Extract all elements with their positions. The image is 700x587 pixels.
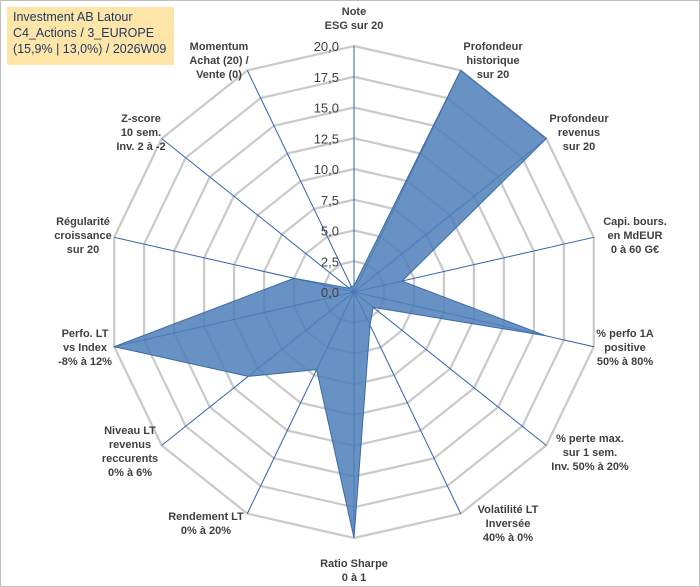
radar-tick-labels: 0,0 2,5 5,0 7,5 10,0 12,5 15,0 17,5 20,0: [314, 39, 339, 300]
axis-label: % perfo 1A positive 50% à 80%: [596, 328, 654, 368]
axis-label: Z-score 10 sem. Inv. 2 à -2: [116, 113, 165, 153]
company-name: Investment AB Latour: [13, 10, 133, 24]
info-box: Investment AB Latour C4_Actions / 3_EURO…: [7, 7, 174, 65]
tick-label: 7,5: [321, 193, 339, 208]
tick-label: 20,0: [314, 39, 339, 54]
tick-label: 0,0: [321, 285, 339, 300]
axis-label: Régularité croissance sur 20: [54, 216, 111, 256]
category-line: C4_Actions / 3_EUROPE: [13, 26, 155, 40]
tick-label: 15,0: [314, 101, 339, 116]
axis-label: Rendement LT 0% à 20%: [168, 511, 244, 537]
performance-week-line: (15,9% | 13,0%) / 2026W09: [13, 42, 167, 56]
tick-label: 5,0: [321, 224, 339, 239]
tick-label: 10,0: [314, 162, 339, 177]
radar-axis-labels: Note ESG sur 20 Profondeur historique sur 20…: [54, 6, 667, 584]
axis-label: Ratio Sharpe 0 à 1: [320, 558, 388, 584]
axis-spoke: [353, 291, 547, 446]
axis-label: Niveau LT revenus reccurents 0% à 6%: [102, 425, 158, 479]
tick-label: 2,5: [321, 254, 339, 269]
radar-series: [112, 69, 548, 539]
axis-label: % perte max. sur 1 sem. Inv. 50% à 20%: [551, 433, 629, 473]
tick-label: 17,5: [314, 70, 339, 85]
axis-label: Capi. bours. en MdEUR 0 à 60 G€: [603, 216, 667, 256]
axis-label: Profondeur revenus sur 20: [549, 113, 609, 153]
axis-spoke: [353, 291, 462, 514]
axis-label: Volatilité LT Inversée 40% à 0%: [478, 504, 539, 544]
tick-label: 12,5: [314, 131, 339, 146]
axis-spoke: [246, 70, 355, 293]
axis-label: Profondeur historique sur 20: [463, 41, 523, 81]
axis-spoke: [161, 138, 355, 293]
axis-label: Momentum Achat (20) / Vente (0): [189, 41, 248, 81]
axis-label: Perfo. LT vs Index -8% à 12%: [58, 328, 112, 368]
axis-label: Note ESG sur 20: [325, 6, 384, 32]
